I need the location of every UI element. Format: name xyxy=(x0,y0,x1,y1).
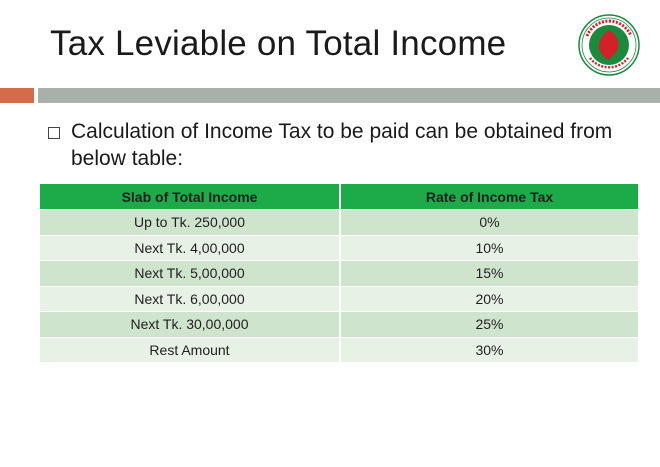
government-seal-icon xyxy=(578,14,640,76)
table-row: Up to Tk. 250,000 0% xyxy=(40,209,638,235)
rate-cell: 25% xyxy=(340,311,638,337)
bullet-text: Calculation of Income Tax to be paid can… xyxy=(71,120,613,170)
rate-cell: 20% xyxy=(340,285,638,312)
slab-cell: Up to Tk. 250,000 xyxy=(40,209,341,235)
table-row: Next Tk. 6,00,000 20% xyxy=(40,285,638,312)
rate-cell: 15% xyxy=(340,260,638,286)
column-header-slab: Slab of Total Income xyxy=(40,184,341,210)
rate-cell: 30% xyxy=(340,336,638,362)
slab-cell: Next Tk. 5,00,000 xyxy=(40,260,341,286)
accent-band-left xyxy=(0,88,34,103)
income-tax-table: Slab of Total Income Rate of Income Tax … xyxy=(40,184,638,362)
table-header-row: Slab of Total Income Rate of Income Tax xyxy=(40,184,638,210)
slab-cell: Rest Amount xyxy=(40,336,341,362)
table-row: Next Tk. 30,00,000 25% xyxy=(40,311,638,337)
column-header-rate: Rate of Income Tax xyxy=(340,184,638,210)
rate-cell: 0% xyxy=(340,209,638,235)
table-row: Next Tk. 5,00,000 15% xyxy=(40,260,638,286)
slide-title: Tax Leviable on Total Income xyxy=(50,24,507,63)
slab-cell: Next Tk. 30,00,000 xyxy=(40,311,341,337)
bullet-point: Calculation of Income Tax to be paid can… xyxy=(48,118,638,172)
rate-cell: 10% xyxy=(340,234,638,261)
table-row: Next Tk. 4,00,000 10% xyxy=(40,234,638,261)
slab-cell: Next Tk. 6,00,000 xyxy=(40,285,341,312)
accent-band-right xyxy=(38,88,660,103)
table-row: Rest Amount 30% xyxy=(40,336,638,362)
slab-cell: Next Tk. 4,00,000 xyxy=(40,234,341,261)
hollow-square-bullet-icon xyxy=(48,127,60,139)
